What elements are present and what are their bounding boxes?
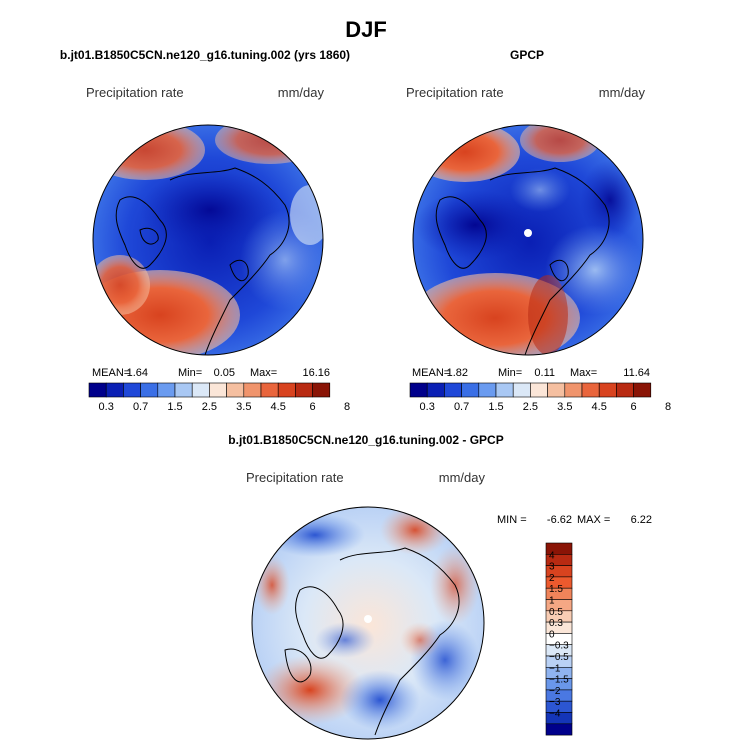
diff-colorbar-label: −2 (549, 686, 561, 697)
right-colorbar-swatch (564, 382, 583, 398)
right-colorbar-swatch (478, 382, 497, 398)
left-colorbar-swatch (174, 382, 193, 398)
diff-max-value: 6.22 (631, 514, 652, 526)
diff-colorbar-label: 1 (549, 596, 555, 607)
left-colorbar-tick: 6 (310, 401, 316, 413)
left-max-label: Max= (250, 367, 277, 379)
right-colorbar-swatch (409, 382, 428, 398)
right-colorbar-swatch (581, 382, 600, 398)
left-colorbar-swatch (209, 382, 227, 398)
right-colorbar-swatch (530, 382, 548, 398)
diff-panel-title: b.jt01.B1850C5CN.ne120_g16.tuning.002 - … (228, 433, 503, 447)
left-colorbar-tick: 3.5 (236, 401, 251, 413)
right-stats: MEAN= 1.82 Min= 0.11 Max= 11.64 (412, 367, 650, 379)
right-colorbar-tick: 0.7 (454, 401, 469, 413)
right-colorbar-swatch (426, 382, 445, 398)
diff-units: mm/day (439, 470, 486, 485)
right-min-label: Min= (498, 367, 522, 379)
left-colorbar-tick: 4.5 (271, 401, 286, 413)
right-colorbar-swatch (461, 382, 480, 398)
left-colorbar-swatch (191, 382, 210, 398)
left-colorbar-swatch (123, 382, 141, 398)
left-colorbar-tick: 2.5 (202, 401, 217, 413)
left-colorbar-swatch (243, 382, 262, 398)
diff-colorbar-label: 0.3 (549, 618, 563, 629)
diff-colorbar-label: 4 (549, 550, 555, 561)
right-max-label: Max= (570, 367, 597, 379)
left-precip-map (93, 125, 323, 355)
left-colorbar-swatch (88, 382, 107, 398)
right-colorbar-swatch (616, 382, 634, 398)
left-mean-value: 1.64 (127, 367, 148, 379)
left-min-value: 0.05 (214, 367, 235, 379)
right-colorbar-tick: 0.3 (420, 401, 435, 413)
left-stats: MEAN= 1.64 Min= 0.05 Max= 16.16 (92, 367, 330, 379)
right-panel-title: GPCP (510, 48, 544, 62)
right-colorbar-tick: 1.5 (488, 401, 503, 413)
left-colorbar-swatch (295, 382, 313, 398)
diff-colorbar-label: −1.5 (549, 675, 569, 686)
right-units: mm/day (599, 85, 646, 100)
figure-title: DJF (345, 17, 387, 42)
right-var-label: Precipitation rate (406, 85, 504, 100)
diff-colorbar-label: −1 (549, 663, 561, 674)
diff-map-border (251, 506, 485, 740)
left-colorbar-swatch (140, 382, 159, 398)
diff-var-label: Precipitation rate (246, 470, 344, 485)
right-mean-label: MEAN= (412, 367, 450, 379)
left-colorbar-swatch (260, 382, 279, 398)
right-mean-value: 1.82 (447, 367, 468, 379)
diff-min-label: MIN = (497, 514, 527, 526)
left-colorbar-tick: 0.3 (99, 401, 114, 413)
left-colorbar-tick: 8 (344, 401, 350, 413)
left-var-label: Precipitation rate (86, 85, 184, 100)
right-colorbar-tick: 6 (631, 401, 637, 413)
diff-colorbar-swatch (545, 723, 573, 736)
right-colorbar-tick: 4.5 (592, 401, 607, 413)
diff-stats: MIN = -6.62 MAX = 6.22 (497, 514, 652, 526)
diff-colorbar-label: 0.5 (549, 607, 563, 618)
right-colorbar-swatch (633, 382, 652, 398)
left-min-label: Min= (178, 367, 202, 379)
right-colorbar-swatch (547, 382, 566, 398)
right-colorbar-swatch (444, 382, 462, 398)
right-colorbar-tick: 3.5 (557, 401, 572, 413)
diff-colorbar-label: 0 (549, 629, 555, 640)
left-units: mm/day (278, 85, 325, 100)
left-panel-title: b.jt01.B1850C5CN.ne120_g16.tuning.002 (y… (60, 48, 350, 62)
right-colorbar-swatch (512, 382, 531, 398)
diff-colorbar-label: −0.5 (549, 652, 569, 663)
left-map-border (92, 124, 324, 356)
left-colorbar-swatch (277, 382, 296, 398)
diff-max-label: MAX = (577, 514, 610, 526)
diff-colorbar-label: −4 (549, 709, 561, 720)
right-max-value: 11.64 (623, 367, 650, 379)
left-colorbar-swatch (105, 382, 124, 398)
right-colorbar-tick: 8 (665, 401, 671, 413)
diff-colorbar-label: −3 (549, 697, 561, 708)
left-max-value: 16.16 (302, 367, 330, 379)
right-precip-map (413, 125, 643, 355)
diff-colorbar-label: −0.3 (549, 641, 569, 652)
left-mean-label: MEAN= (92, 367, 130, 379)
right-min-value: 0.11 (534, 367, 555, 379)
right-colorbar-swatch (495, 382, 514, 398)
right-map-border (412, 124, 644, 356)
left-colorbar-tick: 1.5 (167, 401, 182, 413)
right-colorbar-swatch (598, 382, 617, 398)
diff-min-value: -6.62 (547, 514, 572, 526)
right-colorbar-tick: 2.5 (523, 401, 538, 413)
diff-precip-map (252, 507, 484, 739)
right-colorbar: 0.3 0.7 1.5 2.5 3.5 4.5 6 8 (409, 382, 671, 413)
diff-colorbar-label: 3 (549, 562, 555, 573)
left-colorbar-swatch (312, 382, 331, 398)
left-colorbar-swatch (157, 382, 176, 398)
left-colorbar: 0.3 0.7 1.5 2.5 3.5 4.5 6 8 (88, 382, 350, 413)
left-colorbar-swatch (226, 382, 245, 398)
diff-colorbar-label: 2 (549, 573, 555, 584)
diff-colorbar-label: 1.5 (549, 584, 563, 595)
left-colorbar-tick: 0.7 (133, 401, 148, 413)
